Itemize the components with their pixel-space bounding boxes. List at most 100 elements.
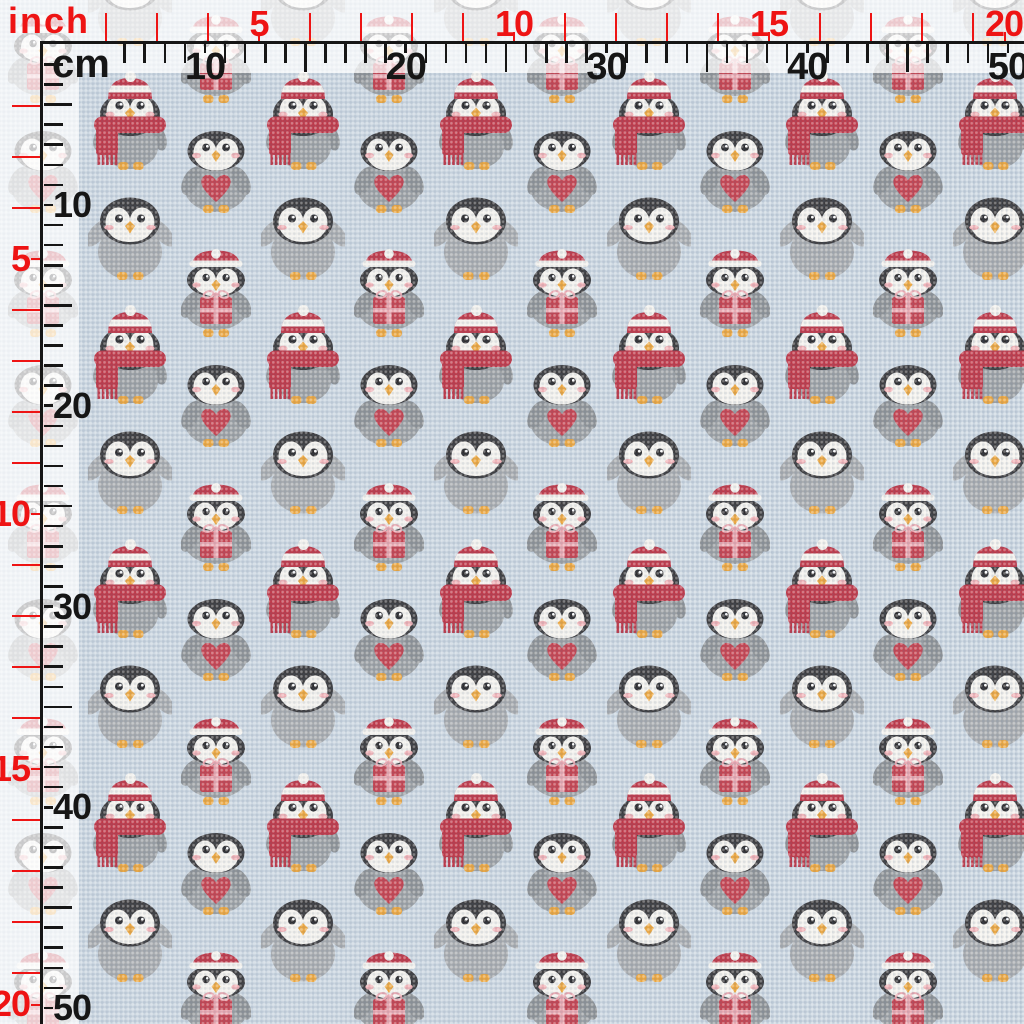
- penguin-heart: [873, 363, 943, 447]
- penguin-scarf: [785, 70, 859, 170]
- penguin-wave: [780, 898, 864, 982]
- penguin-scarf: [266, 538, 340, 638]
- penguin-scarf: [93, 772, 167, 872]
- penguin-wave: [261, 664, 345, 748]
- penguin-gift: [527, 951, 597, 1024]
- penguin-wave: [434, 430, 518, 514]
- penguin-heart: [354, 831, 424, 915]
- penguin-scarf: [93, 538, 167, 638]
- penguin-wave: [780, 0, 864, 46]
- penguin-gift: [527, 249, 597, 337]
- penguin-wave: [607, 196, 691, 280]
- penguin-wave: [780, 664, 864, 748]
- penguin-wave: [88, 0, 172, 46]
- penguin-gift: [700, 717, 770, 805]
- penguin-scarf: [93, 304, 167, 404]
- penguin-scarf: [612, 538, 686, 638]
- penguin-gift: [8, 249, 78, 337]
- penguin-gift: [873, 15, 943, 103]
- penguin-heart: [181, 363, 251, 447]
- penguin-scarf: [612, 70, 686, 170]
- penguin-gift: [354, 483, 424, 571]
- penguin-gift: [8, 15, 78, 103]
- penguin-heart: [527, 129, 597, 213]
- penguin-heart: [8, 129, 78, 213]
- penguin-gift: [181, 249, 251, 337]
- penguin-wave: [88, 430, 172, 514]
- penguin-gift: [8, 951, 78, 1024]
- penguin-gift: [354, 249, 424, 337]
- penguin-heart: [700, 597, 770, 681]
- penguin-wave: [780, 430, 864, 514]
- penguin-gift: [700, 249, 770, 337]
- penguin-gift: [873, 717, 943, 805]
- penguin-scarf: [439, 538, 513, 638]
- penguin-scarf: [439, 304, 513, 404]
- penguin-heart: [8, 597, 78, 681]
- penguin-gift: [181, 15, 251, 103]
- penguin-wave: [607, 898, 691, 982]
- penguin-wave: [261, 196, 345, 280]
- penguin-scarf: [958, 70, 1024, 170]
- penguin-heart: [873, 831, 943, 915]
- penguin-wave: [607, 430, 691, 514]
- penguin-wave: [953, 898, 1024, 982]
- penguin-gift: [8, 717, 78, 805]
- penguin-heart: [8, 363, 78, 447]
- penguin-wave: [607, 0, 691, 46]
- penguin-gift: [873, 249, 943, 337]
- penguin-scarf: [93, 70, 167, 170]
- penguin-scarf: [266, 304, 340, 404]
- penguin-heart: [354, 363, 424, 447]
- penguin-heart: [527, 363, 597, 447]
- penguin-scarf: [612, 772, 686, 872]
- penguin-wave: [434, 196, 518, 280]
- penguin-gift: [527, 15, 597, 103]
- penguin-wave: [88, 196, 172, 280]
- penguin-wave: [953, 664, 1024, 748]
- penguin-wave: [88, 664, 172, 748]
- penguin-gift: [354, 951, 424, 1024]
- penguin-scarf: [785, 772, 859, 872]
- penguin-wave: [953, 430, 1024, 514]
- penguin-gift: [354, 717, 424, 805]
- penguin-wave: [434, 664, 518, 748]
- penguin-wave: [953, 0, 1024, 46]
- penguin-scarf: [266, 772, 340, 872]
- penguin-gift: [181, 951, 251, 1024]
- penguin-gift: [700, 483, 770, 571]
- penguin-wave: [261, 0, 345, 46]
- penguin-gift: [8, 483, 78, 571]
- penguin-gift: [181, 483, 251, 571]
- penguin-heart: [873, 129, 943, 213]
- penguin-heart: [354, 597, 424, 681]
- penguin-gift: [700, 951, 770, 1024]
- penguin-scarf: [439, 70, 513, 170]
- penguin-gift: [873, 483, 943, 571]
- penguin-gift: [873, 951, 943, 1024]
- penguin-gift: [527, 483, 597, 571]
- penguin-scarf: [266, 70, 340, 170]
- penguin-scarf: [612, 304, 686, 404]
- penguin-wave: [953, 196, 1024, 280]
- penguin-wave: [607, 664, 691, 748]
- penguin-wave: [434, 898, 518, 982]
- penguin-scarf: [785, 304, 859, 404]
- penguin-gift: [181, 717, 251, 805]
- penguin-gift: [700, 15, 770, 103]
- penguin-heart: [527, 597, 597, 681]
- penguin-heart: [527, 831, 597, 915]
- penguin-wave: [261, 430, 345, 514]
- penguin-gift: [527, 717, 597, 805]
- penguin-scarf: [958, 772, 1024, 872]
- penguin-heart: [873, 597, 943, 681]
- penguin-heart: [181, 831, 251, 915]
- penguin-wave: [780, 196, 864, 280]
- penguin-scarf: [785, 538, 859, 638]
- penguin-scarf: [958, 304, 1024, 404]
- penguin-scarf: [958, 538, 1024, 638]
- penguin-scarf: [439, 772, 513, 872]
- penguin-heart: [8, 831, 78, 915]
